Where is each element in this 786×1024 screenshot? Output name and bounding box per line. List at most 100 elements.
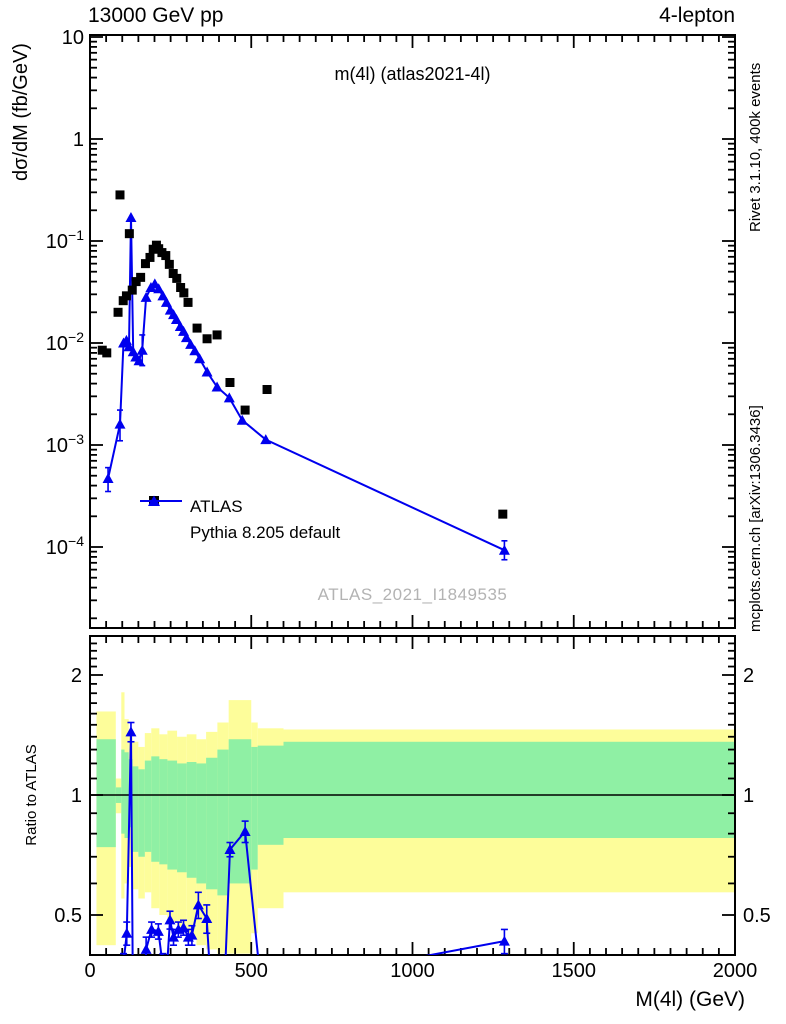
pythia-series-main xyxy=(102,211,510,561)
analysis-id-watermark: ATLAS_2021_I1849535 xyxy=(317,585,508,604)
pythia-data-point xyxy=(125,211,137,222)
band-stat-uncertainty xyxy=(228,739,252,884)
band-stat-uncertainty xyxy=(251,746,258,870)
band-stat-uncertainty xyxy=(186,761,197,878)
atlas-data-point xyxy=(127,285,137,295)
pythia-data-point xyxy=(194,353,206,364)
atlas-data-point xyxy=(172,273,182,283)
ratio-data-point xyxy=(168,931,180,942)
ratio-data-point xyxy=(140,943,152,954)
x-axis-title: M(4l) (GeV) xyxy=(635,988,745,1011)
axis-ticks xyxy=(90,35,735,955)
ratio-data-point xyxy=(121,927,133,938)
pythia-data-point xyxy=(114,418,126,429)
legend-label-pythia: Pythia 8.205 default xyxy=(190,523,341,542)
atlas-data-point xyxy=(240,405,250,415)
atlas-data-point xyxy=(115,190,125,200)
pythia-legend-marker xyxy=(140,495,182,540)
band-stat-uncertainty xyxy=(138,769,145,857)
atlas-data-point xyxy=(136,272,146,282)
pythia-data-point xyxy=(189,345,201,356)
atlas-data-point xyxy=(102,348,112,358)
pythia-data-point xyxy=(157,290,169,301)
ratio-data-point xyxy=(498,935,510,946)
x-tick-label: 1000 xyxy=(390,960,435,982)
atlas-data-point xyxy=(118,296,128,306)
x-tick-label: 2000 xyxy=(713,960,758,982)
band-stat-uncertainty xyxy=(96,739,116,848)
pythia-data-point xyxy=(260,434,272,445)
ratio-data-point xyxy=(192,899,204,910)
ratio-data-point xyxy=(224,843,236,854)
atlas-data-point xyxy=(212,330,222,340)
atlas-data-point xyxy=(124,229,134,239)
atlas-data-point xyxy=(225,377,235,387)
ratio-data-point xyxy=(186,929,198,940)
pythia-data-point xyxy=(170,313,182,324)
atlas-data-point xyxy=(161,251,171,261)
pythia-data-point xyxy=(160,296,172,307)
ratio-y-axis-title: Ratio to ATLAS xyxy=(23,744,40,845)
rivet-version-note: Rivet 3.1.10, 400k events xyxy=(747,63,764,232)
pythia-data-point xyxy=(211,381,223,392)
atlas-data-point xyxy=(164,259,174,269)
ratio-data-point xyxy=(152,925,164,936)
band-stat-uncertainty xyxy=(206,757,218,890)
atlas-data-point xyxy=(97,345,107,355)
atlas-series-main xyxy=(97,190,508,519)
band-stat-uncertainty xyxy=(121,749,125,834)
atlas-data-point xyxy=(176,283,186,293)
pythia-data-point xyxy=(498,544,510,555)
ratio-data-point xyxy=(125,726,137,737)
pythia-data-point xyxy=(201,366,213,377)
y-tick-label: 10−3 xyxy=(46,431,84,457)
pythia-data-point xyxy=(136,344,148,355)
pythia-data-point xyxy=(223,392,235,403)
atlas-data-point xyxy=(140,259,150,269)
beam-energy-label: 13000 GeV pp xyxy=(88,4,224,27)
pythia-data-point xyxy=(123,341,135,352)
pythia-ratio-series xyxy=(120,721,510,955)
ratio-data-point xyxy=(164,914,176,925)
band-stat-uncertainty xyxy=(217,749,229,896)
pythia-data-point xyxy=(236,414,248,425)
pythia-data-point xyxy=(185,338,197,349)
observable-title: m(4l) (atlas2021-4l) xyxy=(334,64,491,84)
legend-label-atlas: ATLAS xyxy=(190,497,243,516)
atlas-data-point xyxy=(168,269,178,279)
ratio-tick-label-left: 2 xyxy=(71,665,82,687)
y-tick-label: 10−4 xyxy=(46,533,84,559)
atlas-data-point xyxy=(498,509,508,519)
y-tick-label: 10−1 xyxy=(46,227,84,253)
atlas-data-point xyxy=(192,323,202,333)
atlas-data-point xyxy=(121,291,131,301)
band-stat-uncertainty xyxy=(196,763,207,884)
atlas-data-point xyxy=(179,288,189,298)
atlas-data-point xyxy=(183,297,193,307)
atlas-data-point xyxy=(145,252,155,262)
axis-tick-labels: 10 1 10−1 10−2 10−3 10−4 0.5 0.5 1 1 2 2 0 500 1000 150… xyxy=(46,27,771,982)
atlas-data-point xyxy=(113,307,123,317)
pythia-data-point xyxy=(133,355,145,366)
pythia-data-point xyxy=(153,283,165,294)
x-tick-label: 500 xyxy=(235,960,268,982)
ratio-tick-label-right: 1 xyxy=(743,785,754,807)
pythia-data-point xyxy=(102,472,114,483)
process-label: 4-lepton xyxy=(659,4,735,27)
band-stat-uncertainty xyxy=(167,760,178,870)
pythia-data-point xyxy=(180,332,192,343)
ratio-data-point xyxy=(146,923,158,934)
ratio-data-point xyxy=(201,912,213,923)
atlas-data-point xyxy=(262,385,272,395)
uncertainty-bands xyxy=(96,692,735,954)
ratio-tick-label-left: 1 xyxy=(71,785,82,807)
band-stat-uncertainty xyxy=(132,766,139,852)
y-tick-label: 1 xyxy=(73,129,84,151)
band-stat-uncertainty xyxy=(144,760,152,852)
legend: ATLAS Pythia 8.205 default xyxy=(140,494,340,546)
y-tick-label: 10−2 xyxy=(46,329,84,355)
band-stat-uncertainty xyxy=(177,763,187,873)
band-stat-uncertainty xyxy=(159,759,168,865)
